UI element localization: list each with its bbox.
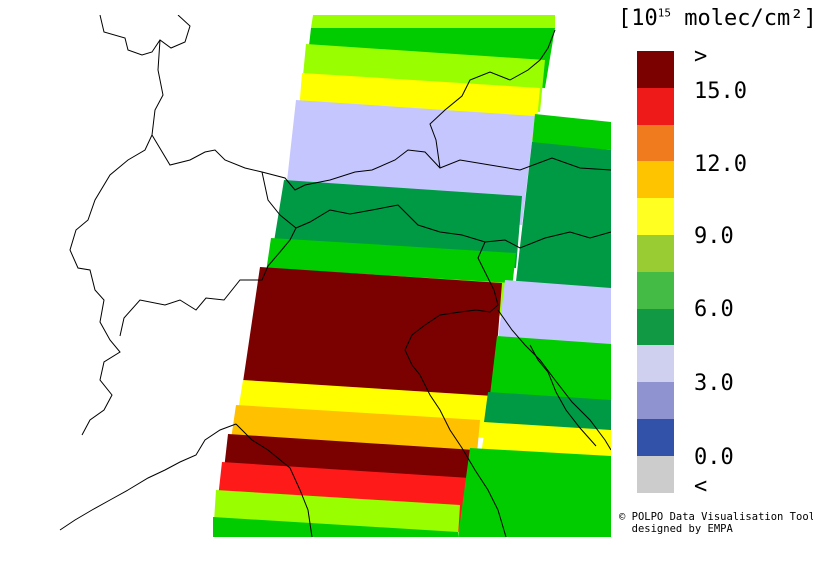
legend-tick-label: > — [694, 44, 708, 69]
legend-tick-label: 3.0 — [694, 371, 734, 396]
border-line — [295, 204, 611, 249]
legend-swatch — [637, 51, 674, 88]
legend-unit-exponent: 15 — [657, 6, 671, 20]
swath-band — [213, 517, 458, 537]
legend-swatch — [637, 455, 674, 493]
legend-tick-label: 12.0 — [694, 152, 747, 177]
legend-swatch — [637, 87, 674, 125]
swath-band — [497, 280, 611, 355]
legend-swatch — [637, 161, 674, 199]
legend-tick-label: 15.0 — [694, 79, 747, 104]
border-line — [99, 15, 191, 56]
map-canvas — [15, 15, 611, 537]
swath-band — [311, 15, 555, 28]
legend-tick-label: < — [694, 474, 708, 499]
legend-swatch — [637, 124, 674, 162]
legend-swatch — [637, 234, 674, 272]
legend-swatch — [637, 345, 674, 383]
legend-tick-label: 9.0 — [694, 224, 734, 249]
credit-text: © POLPO Data Visualisation Tool designed… — [619, 511, 813, 535]
country-borders — [59, 15, 611, 537]
border-line — [411, 241, 499, 336]
legend-swatch — [637, 198, 674, 235]
border-line — [151, 134, 611, 191]
border-line — [119, 171, 297, 337]
credit-line-2: designed by EMPA — [619, 523, 733, 535]
swath-band — [484, 392, 611, 430]
color-legend-bar — [637, 51, 674, 493]
border-line — [429, 29, 556, 169]
coastline — [497, 309, 611, 451]
swath-band — [532, 114, 611, 150]
legend-swatch — [637, 382, 674, 419]
legend-swatch — [637, 308, 674, 346]
swath-band — [515, 142, 611, 298]
legend-unit-label: [1015 molec/cm²] — [618, 6, 813, 31]
legend-tick-label: 6.0 — [694, 297, 734, 322]
legend-swatch — [637, 418, 674, 456]
legend-swatch — [637, 271, 674, 309]
coastline — [529, 344, 597, 447]
swath-band — [458, 448, 611, 537]
legend-unit-prefix: [10 — [618, 6, 658, 31]
coastline — [404, 334, 507, 537]
map-panel — [15, 15, 611, 537]
coastline — [59, 423, 237, 531]
credit-line-1: © POLPO Data Visualisation Tool — [619, 511, 813, 523]
swath-band — [243, 267, 502, 398]
coastline — [235, 423, 313, 537]
legend-tick-label: 0.0 — [694, 445, 734, 470]
legend-unit-suffix: molec/cm²] — [671, 6, 813, 31]
